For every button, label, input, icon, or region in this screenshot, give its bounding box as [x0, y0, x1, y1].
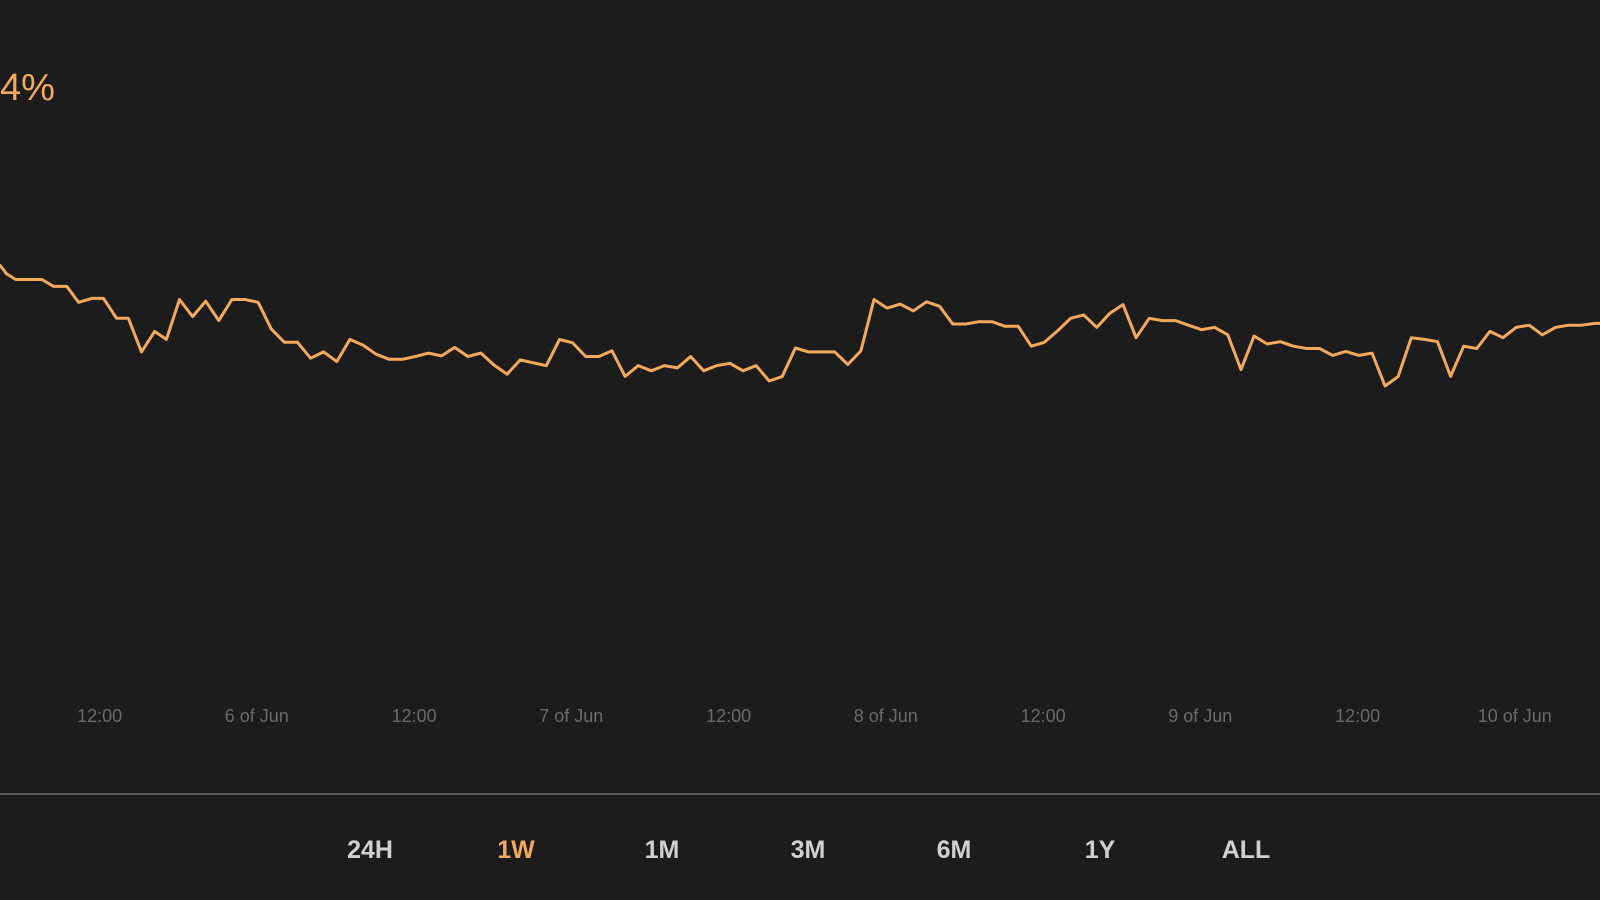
range-button-all[interactable]: ALL — [1201, 828, 1291, 872]
range-button-3m[interactable]: 3M — [763, 828, 853, 872]
x-tick-label: 7 of Jun — [539, 706, 603, 726]
range-button-1w[interactable]: 1W — [471, 828, 561, 872]
line-chart[interactable]: 12:00 6 of Jun 12:00 7 of Jun 12:00 8 of Jun 1… — [0, 0, 1600, 790]
range-button-24h[interactable]: 24H — [325, 828, 415, 872]
divider-line — [0, 793, 1600, 795]
percent-change-label: 4% — [0, 67, 55, 109]
x-tick-label: 12:00 — [706, 706, 751, 726]
x-tick-label: 6 of Jun — [225, 706, 289, 726]
price-series-line — [0, 263, 1600, 388]
x-axis-ticks: 12:00 6 of Jun 12:00 7 of Jun 12:00 8 of Jun 1… — [77, 706, 1552, 726]
x-tick-label: 8 of Jun — [854, 706, 918, 726]
range-button-1y[interactable]: 1Y — [1055, 828, 1145, 872]
range-button-6m[interactable]: 6M — [909, 828, 999, 872]
x-tick-label: 10 of Jun — [1478, 706, 1552, 726]
time-range-selector: 24H 1W 1M 3M 6M 1Y ALL — [0, 828, 1600, 872]
x-tick-label: 12:00 — [1021, 706, 1066, 726]
x-tick-label: 9 of Jun — [1168, 706, 1232, 726]
x-tick-label: 12:00 — [1335, 706, 1380, 726]
range-button-1m[interactable]: 1M — [617, 828, 707, 872]
x-tick-label: 12:00 — [77, 706, 122, 726]
x-tick-label: 12:00 — [392, 706, 437, 726]
